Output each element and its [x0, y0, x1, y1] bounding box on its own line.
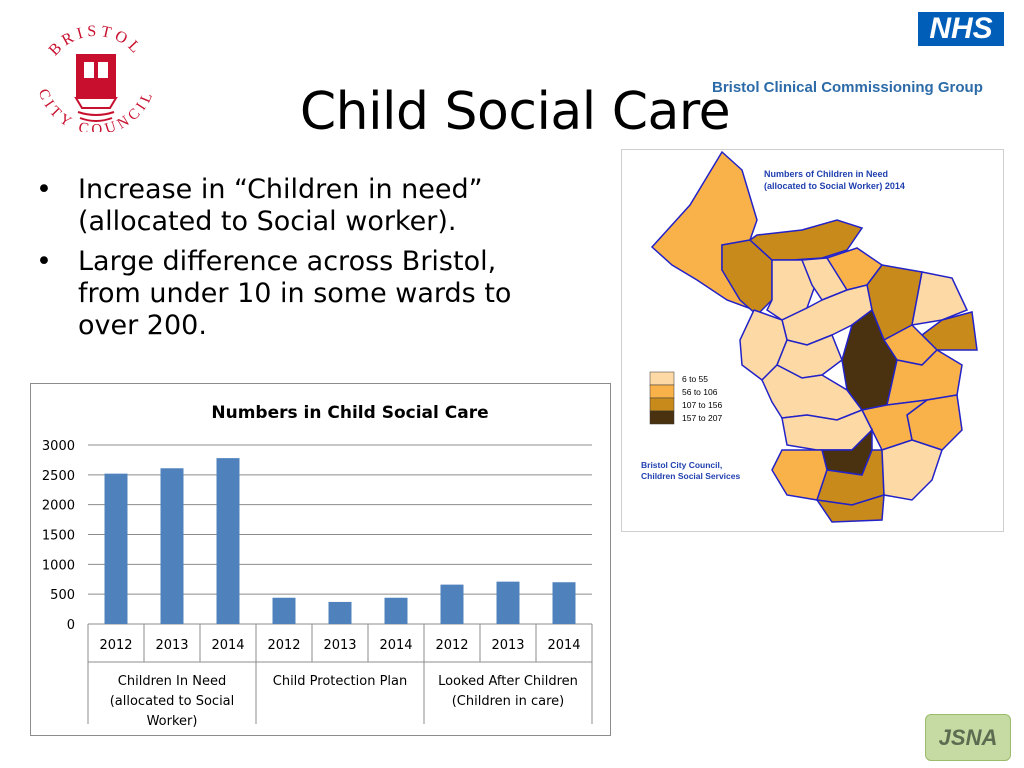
y-tick-label: 1000	[42, 558, 75, 573]
x-tick-label: 2013	[323, 638, 356, 653]
legend-label: 157 to 207	[682, 413, 722, 423]
bar	[216, 458, 240, 624]
x-tick-label: 2014	[211, 638, 244, 653]
group-label: (Children in care)	[452, 694, 565, 709]
group-label: Child Protection Plan	[273, 674, 407, 689]
map-ward	[911, 271, 969, 326]
slide-title: Child Social Care	[299, 82, 731, 142]
map-legend: 6 to 55 56 to 106 107 to 156 157 to 207	[649, 371, 722, 425]
x-tick-label: 2012	[99, 638, 132, 653]
bristol-city-council-logo: BRISTOL CITY COUNCIL	[35, 23, 154, 132]
bullet-item: Large difference across Bristol, from un…	[36, 246, 526, 342]
legend-label: 6 to 55	[682, 374, 708, 384]
bar	[384, 597, 408, 624]
x-tick-label: 2012	[267, 638, 300, 653]
y-tick-label: 2000	[42, 499, 75, 514]
nhs-logo: NHS	[918, 12, 1004, 46]
y-tick-label: 0	[67, 618, 75, 633]
group-label: (allocated to Social	[110, 694, 235, 709]
bar	[272, 597, 296, 624]
map-ward	[748, 219, 864, 261]
legend-label: 107 to 156	[682, 400, 722, 410]
bar	[328, 601, 352, 624]
y-tick-label: 2500	[42, 469, 75, 484]
bar-chart: Numbers in Child Social Care 0 500 1000 1500…	[42, 403, 593, 729]
bar	[104, 473, 128, 624]
map-ward	[881, 439, 943, 501]
x-tick-label: 2014	[379, 638, 412, 653]
ward-map-frame: Numbers of Children in Need (allocated t…	[621, 149, 1004, 532]
group-label: Looked After Children	[438, 674, 578, 689]
bar-chart-frame: Numbers in Child Social Care 0 500 1000 1500…	[30, 383, 611, 736]
group-label: Worker)	[147, 714, 198, 729]
bar	[552, 582, 576, 624]
jsna-badge: JSNA	[925, 714, 1011, 761]
bar	[160, 468, 184, 624]
y-tick-label: 500	[50, 588, 75, 603]
legend-label: 56 to 106	[682, 387, 718, 397]
council-logo-arc-text: BRISTOL	[46, 23, 147, 59]
bullet-list: Increase in “Children in need” (allocate…	[36, 174, 526, 350]
y-tick-label: 1500	[42, 529, 75, 544]
x-tick-label: 2014	[547, 638, 580, 653]
map-source: Children Social Services	[641, 471, 740, 481]
ccg-name: Bristol Clinical Commissioning Group	[712, 79, 983, 96]
bristol-ward-map: Numbers of Children in Need (allocated t…	[641, 150, 978, 523]
chart-title: Numbers in Child Social Care	[211, 403, 488, 423]
bar	[496, 581, 520, 624]
map-ward	[815, 493, 885, 523]
x-tick-label: 2013	[491, 638, 524, 653]
map-title: (allocated to Social Worker) 2014	[764, 181, 905, 191]
map-source: Bristol City Council,	[641, 460, 722, 470]
group-label: Children In Need	[118, 674, 226, 689]
map-title: Numbers of Children in Need	[764, 169, 888, 179]
bullet-item: Increase in “Children in need” (allocate…	[36, 174, 526, 238]
bar	[440, 584, 464, 624]
x-tick-label: 2012	[435, 638, 468, 653]
y-tick-label: 3000	[42, 439, 75, 454]
x-tick-label: 2013	[155, 638, 188, 653]
map-ward	[920, 311, 978, 351]
council-shield-icon	[76, 54, 116, 98]
